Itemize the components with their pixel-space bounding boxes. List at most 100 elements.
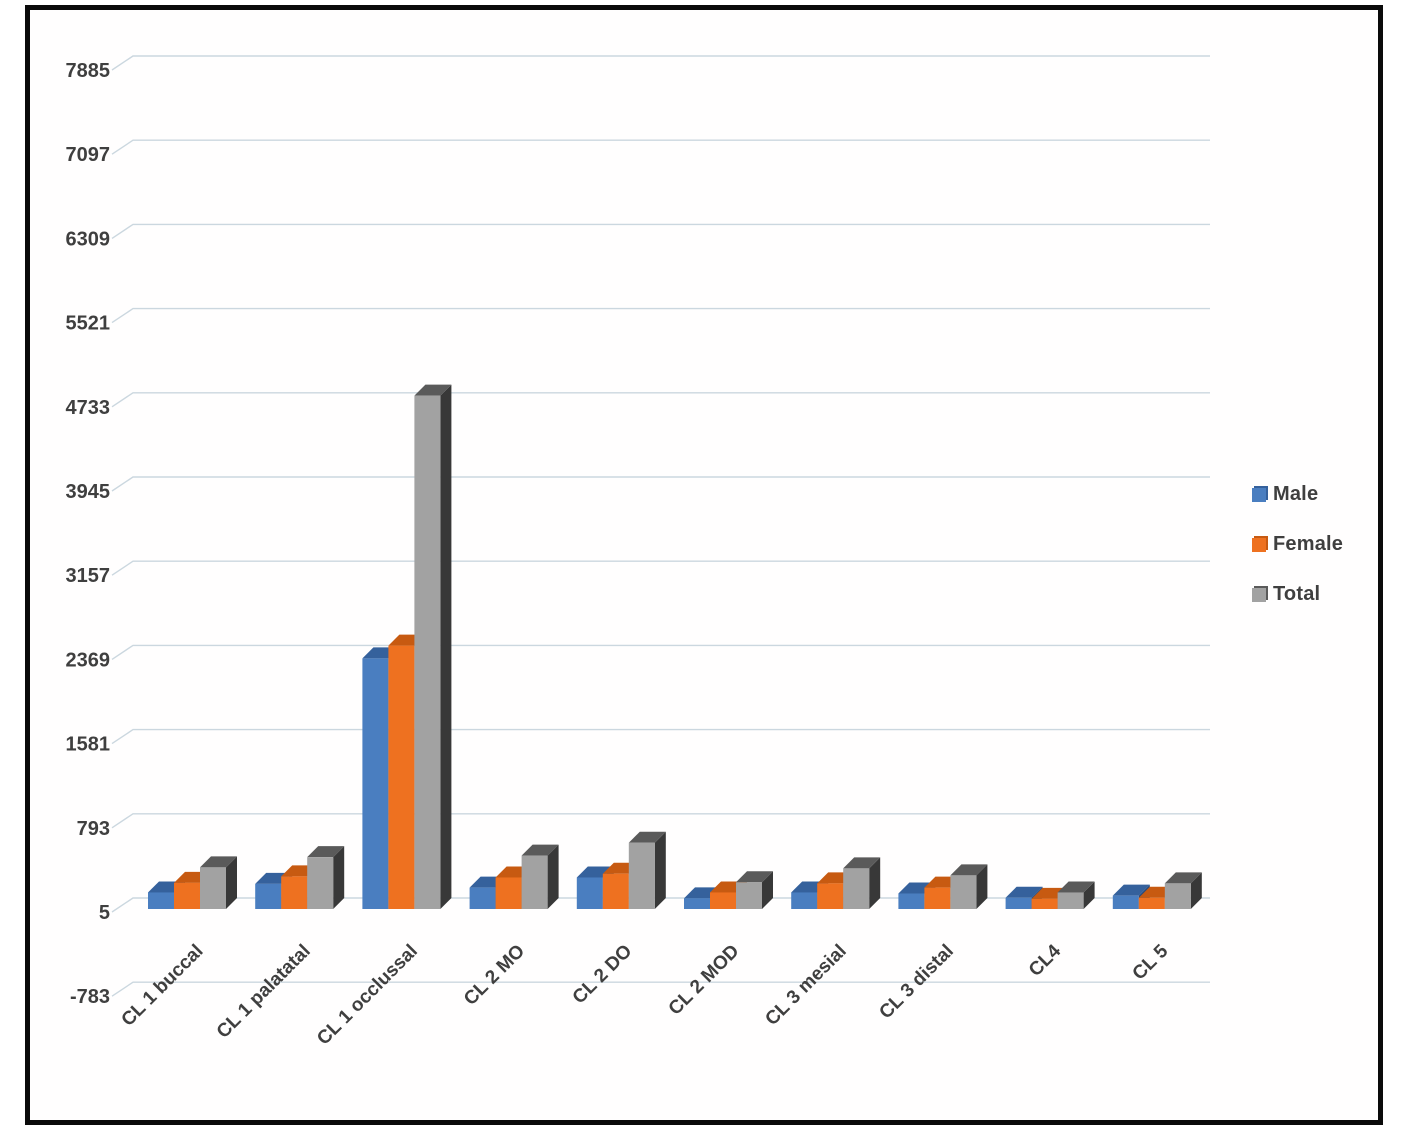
bar-front-face [148,892,174,909]
legend-item: Total [1252,583,1343,606]
bar-chart-plot-area: 7885 7097 6309 5521 4733 3945 3157 2369 1581 793 5… [66,55,1210,1050]
y-axis-tick-label: 7885 [66,60,111,82]
x-axis-category-label: CL 2 DO [569,941,637,1009]
bar-front-face [174,882,200,909]
gridline [111,813,1210,829]
bar-front-face [1138,897,1165,909]
bar-front-face [200,867,226,909]
gridline [111,476,1210,492]
bar-front-face [307,857,334,909]
bar-front-face [843,868,870,909]
bar-front-face [684,898,710,909]
bar-front-face [1112,895,1139,909]
bar-top-face [950,864,988,876]
y-axis-tick-label: 3945 [66,481,111,503]
bar-top-face [200,856,237,868]
bar-side-face [976,864,988,909]
bar-front-face [628,842,655,909]
legend-label: Total [1273,583,1321,605]
x-axis-category-label: CL 5 [1129,940,1173,984]
bar-side-face [440,384,452,909]
gridline [111,223,1210,239]
bar-top-face [1164,872,1202,884]
legend-swatch-icon [1252,537,1266,552]
bar-top-face [414,384,452,396]
y-axis-tick-label: 7097 [66,144,111,166]
bar-total-6 [843,857,881,909]
legend-swatch-icon [1252,487,1266,502]
gridline [111,981,1210,997]
gridline [111,392,1210,408]
bar-front-face [1005,897,1032,909]
chart-legend: Male Female Total [1252,483,1343,633]
x-axis-category-label: CL 2 MO [460,941,529,1010]
legend-label: Male [1273,483,1319,505]
bar-front-face [710,892,736,909]
bar-top-face [521,844,559,856]
y-axis-tick-label: 1581 [66,734,111,756]
bar-total-7 [950,864,988,909]
bar-front-face [791,892,818,909]
x-axis-category-label: CL 1 occlussal [313,941,422,1050]
gridline [111,307,1210,324]
bar-side-face [226,856,237,909]
bar-total-0 [200,856,237,909]
bar-total-5 [736,871,773,909]
bar-front-face [469,887,496,909]
bar-front-face [281,876,308,909]
bar-top-face [1057,881,1095,893]
bar-side-face [1190,872,1202,909]
y-axis-tick-label: 3157 [66,565,111,587]
legend-item: Male [1252,483,1343,506]
bar-front-face [576,877,603,909]
y-axis-tick-label: 5521 [66,313,111,335]
x-axis-category-label: CL4 [1025,940,1066,981]
bar-front-face [1057,892,1084,909]
bar-side-face [333,846,345,909]
bar-front-face [414,395,441,909]
bar-side-face [869,857,881,909]
bar-total-1 [307,846,345,909]
bar-front-face [924,887,951,909]
bar-front-face [736,882,762,909]
y-axis-tick-label: 793 [77,818,110,840]
gridline [111,560,1210,576]
bar-front-face [255,883,282,909]
bar-total-3 [521,844,559,909]
bar-side-face [1083,881,1095,909]
bar-side-face [654,831,666,909]
x-axis-category-label: CL 1 buccal [118,941,208,1031]
bar-top-face [628,831,666,843]
x-axis-category-label: CL 2 MOD [665,941,744,1020]
bar-top-face [736,871,773,883]
chart-outer-border [25,5,1383,1125]
bar-front-face [495,877,522,909]
bar-front-face [602,873,629,909]
gridline [111,139,1210,155]
bar-front-face [521,855,548,909]
legend-item: Female [1252,533,1343,556]
y-axis-tick-label: -783 [70,986,110,1008]
legend-swatch-icon [1252,587,1266,602]
bar-top-face [1005,886,1043,898]
bar-top-face [307,846,345,858]
bar-front-face [898,893,925,909]
bar-total-8 [1057,881,1095,909]
bar-side-face [547,844,559,909]
bar-top-face [843,857,881,869]
bar-front-face [388,645,415,909]
bar-side-face [762,871,773,909]
legend-label: Female [1273,533,1344,555]
y-axis-tick-label: 6309 [66,228,111,250]
bar-top-face [1112,884,1150,896]
bar-front-face [817,883,844,909]
bar-front-face [1164,883,1191,909]
gridline [111,644,1210,660]
bar-total-9 [1164,872,1202,909]
bar-front-face [1031,898,1058,909]
bar-front-face [362,658,389,909]
bar-front-face [950,875,977,909]
gridline [111,55,1210,71]
y-axis-tick-label: 2369 [66,649,111,671]
bar-total-2 [414,384,452,909]
